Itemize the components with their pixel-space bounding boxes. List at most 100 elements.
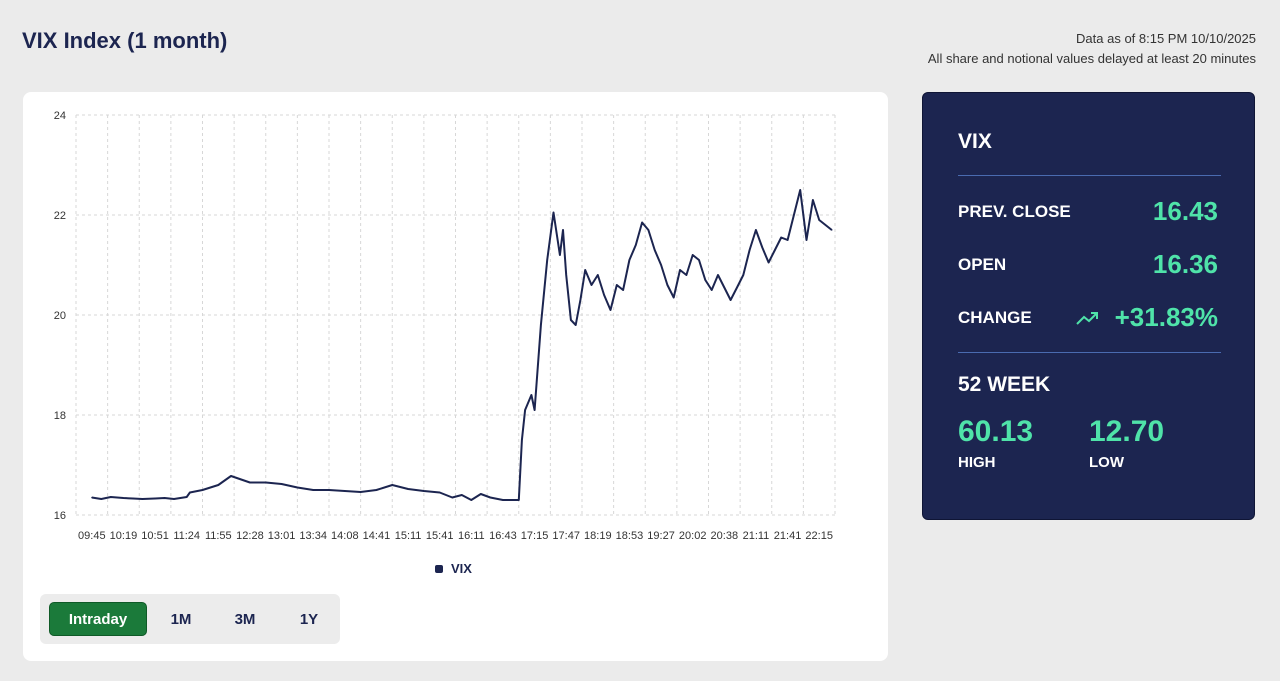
data-point bbox=[552, 211, 555, 214]
data-point bbox=[609, 309, 612, 311]
data-point bbox=[767, 261, 770, 264]
data-point bbox=[122, 497, 125, 499]
data-point bbox=[647, 229, 650, 231]
x-tick-label: 13:01 bbox=[268, 530, 296, 542]
data-as-of: Data as of 8:15 PM 10/10/2025 bbox=[1076, 31, 1256, 46]
data-point bbox=[439, 491, 441, 494]
data-point bbox=[774, 249, 776, 251]
data-point bbox=[692, 254, 694, 256]
data-point bbox=[831, 229, 833, 231]
data-point bbox=[201, 489, 204, 491]
data-point bbox=[812, 199, 814, 201]
data-point bbox=[375, 489, 378, 491]
x-tick-label: 21:11 bbox=[743, 530, 770, 542]
data-point bbox=[711, 289, 713, 291]
open-value: 16.36 bbox=[1152, 249, 1218, 279]
data-point bbox=[616, 284, 618, 286]
series-line-vix bbox=[91, 189, 833, 501]
x-tick-label: 20:02 bbox=[679, 530, 707, 542]
x-tick-label: 16:11 bbox=[458, 530, 485, 542]
data-point bbox=[698, 259, 700, 261]
52-week-low-value: 12.70 bbox=[1089, 415, 1165, 448]
range-button-1y[interactable]: 1Y bbox=[299, 610, 319, 628]
x-tick-label: 13:34 bbox=[299, 530, 327, 542]
x-tick-label: 14:08 bbox=[331, 530, 359, 542]
divider bbox=[958, 175, 1221, 176]
data-point bbox=[100, 498, 102, 500]
data-point bbox=[407, 488, 409, 490]
data-point bbox=[780, 236, 782, 239]
range-button-intraday[interactable]: Intraday bbox=[49, 602, 147, 636]
data-point bbox=[189, 491, 191, 494]
data-point bbox=[173, 498, 175, 500]
data-point bbox=[736, 286, 738, 289]
x-tick-label: 20:38 bbox=[711, 530, 739, 542]
data-point bbox=[590, 284, 593, 286]
change-value: +31.83% bbox=[1114, 302, 1218, 332]
x-tick-label: 15:11 bbox=[395, 530, 422, 542]
x-tick-label: 16:43 bbox=[489, 530, 517, 542]
range-button-1m[interactable]: 1M bbox=[170, 610, 192, 628]
data-point bbox=[597, 274, 599, 276]
data-point bbox=[511, 499, 514, 501]
data-point bbox=[489, 496, 491, 499]
symbol-name: VIX bbox=[958, 130, 992, 153]
data-point bbox=[761, 246, 763, 249]
data-point bbox=[641, 221, 643, 224]
data-point bbox=[480, 493, 482, 495]
chart-legend[interactable]: VIX bbox=[435, 561, 472, 576]
data-point bbox=[524, 409, 526, 411]
x-tick-label: 22:15 bbox=[805, 530, 833, 542]
y-tick-label: 18 bbox=[54, 410, 66, 422]
prev-close-label: PREV. CLOSE bbox=[958, 202, 1071, 221]
data-point bbox=[622, 289, 624, 291]
52-week-high-label: HIGH bbox=[958, 454, 996, 471]
data-point bbox=[110, 496, 112, 498]
range-button-3m[interactable]: 3M bbox=[234, 610, 256, 628]
data-point bbox=[603, 294, 605, 296]
change-label: CHANGE bbox=[958, 308, 1032, 327]
x-tick-label: 15:41 bbox=[426, 530, 454, 542]
data-point bbox=[217, 484, 219, 486]
y-tick-label: 22 bbox=[54, 210, 66, 222]
data-point bbox=[654, 249, 656, 251]
data-point bbox=[818, 219, 820, 221]
data-point bbox=[91, 496, 93, 499]
data-point bbox=[154, 497, 156, 500]
data-point bbox=[704, 279, 706, 281]
data-point bbox=[521, 439, 523, 441]
data-point bbox=[391, 484, 393, 486]
data-point bbox=[546, 259, 548, 261]
data-point bbox=[230, 475, 232, 477]
data-point bbox=[423, 490, 425, 492]
x-tick-label: 12:28 bbox=[236, 530, 264, 542]
data-point bbox=[280, 483, 283, 485]
data-point bbox=[470, 499, 472, 501]
data-point bbox=[742, 274, 744, 276]
data-point bbox=[562, 229, 564, 231]
data-point bbox=[717, 274, 719, 276]
x-tick-label: 21:41 bbox=[774, 530, 802, 542]
data-point bbox=[730, 299, 732, 301]
x-tick-label: 14:41 bbox=[363, 530, 391, 542]
data-point bbox=[249, 481, 251, 484]
data-point bbox=[186, 496, 188, 498]
page-title: VIX Index (1 month) bbox=[22, 28, 228, 53]
delay-note: All share and notional values delayed at… bbox=[927, 51, 1256, 66]
data-point bbox=[799, 189, 801, 191]
data-point bbox=[502, 499, 504, 501]
data-point bbox=[660, 264, 662, 266]
legend-label: VIX bbox=[451, 561, 472, 576]
52-week-high-value: 60.13 bbox=[958, 415, 1034, 448]
data-point bbox=[533, 409, 536, 411]
data-point bbox=[628, 259, 631, 261]
x-tick-label: 11:55 bbox=[205, 530, 232, 542]
data-point bbox=[673, 296, 675, 299]
52-week-label: 52 WEEK bbox=[958, 373, 1051, 396]
data-point bbox=[565, 274, 567, 276]
x-tick-label: 18:53 bbox=[616, 530, 644, 542]
data-point bbox=[575, 324, 577, 326]
stats-card: VIX PREV. CLOSE 16.43 OPEN 16.36 CHANGE … bbox=[922, 92, 1255, 520]
data-point bbox=[679, 269, 681, 271]
data-point bbox=[540, 324, 542, 326]
